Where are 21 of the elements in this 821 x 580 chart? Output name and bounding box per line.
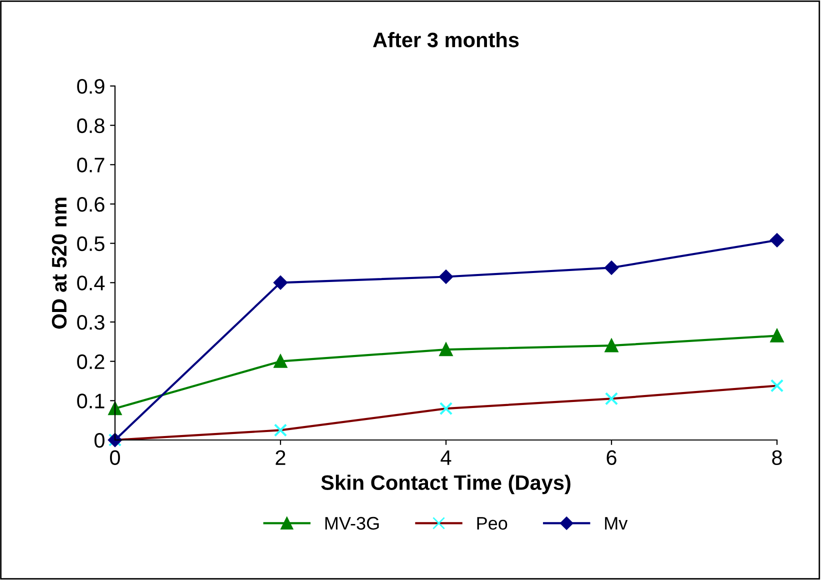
chart-title: After 3 months: [373, 32, 519, 48]
x-tick-label: 6: [606, 450, 616, 466]
x-axis-title: Skin Contact Time (Days): [321, 474, 570, 494]
y-tick-label: 0: [94, 433, 104, 448]
legend-label: Peo: [477, 517, 508, 530]
y-tick-label: 0.2: [77, 354, 104, 370]
y-tick-label: 0.3: [77, 315, 104, 330]
y-tick-label: 0.8: [77, 118, 104, 134]
x-tick-label: 0: [110, 450, 120, 466]
x-tick-label: 8: [772, 450, 782, 466]
y-axis-title: OD at 520 nm: [52, 198, 67, 329]
x-tick-label: 4: [440, 450, 452, 465]
x-tick-label: 2: [276, 450, 286, 465]
y-tick-label: 0.5: [77, 236, 104, 252]
y-tick-label: 0.1: [77, 394, 104, 408]
y-tick-label: 0.6: [77, 197, 104, 212]
y-tick-label: 0.7: [77, 158, 104, 172]
y-tick-label: 0.9: [77, 79, 104, 94]
legend-label: Mv: [605, 517, 628, 530]
legend-label: MV-3G: [325, 516, 379, 530]
y-tick-label: 0.4: [77, 276, 105, 290]
